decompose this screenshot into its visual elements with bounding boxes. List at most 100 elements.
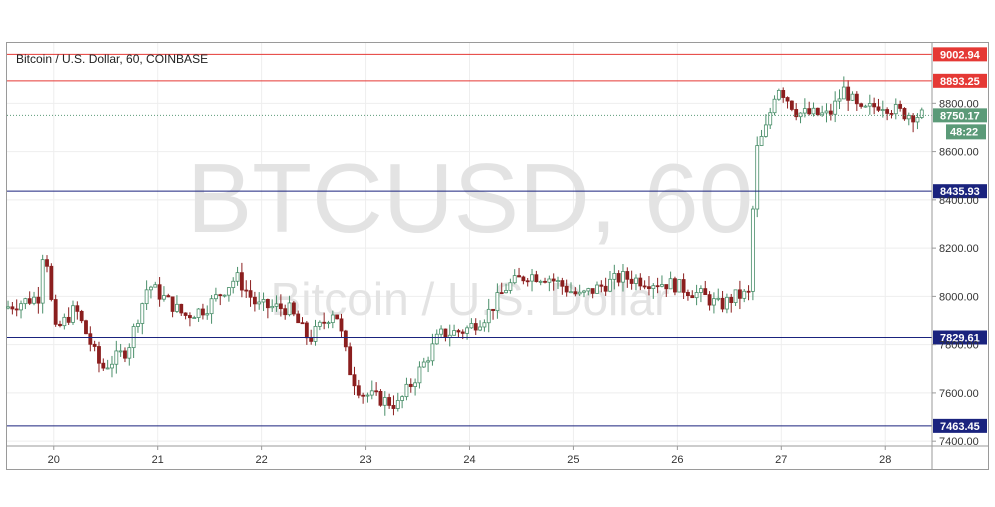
candle-up bbox=[763, 124, 768, 137]
x-tick-label: 24 bbox=[463, 454, 475, 466]
candle-up bbox=[759, 136, 764, 146]
candle-down bbox=[79, 310, 84, 322]
candle-down bbox=[387, 397, 392, 406]
candle-up bbox=[105, 367, 110, 370]
candle-up bbox=[326, 322, 331, 325]
candle-up bbox=[452, 330, 456, 336]
candle-down bbox=[911, 115, 916, 123]
candle-up bbox=[742, 290, 747, 299]
candle-up bbox=[32, 296, 36, 304]
candle-down bbox=[638, 277, 643, 287]
x-tick-label: 28 bbox=[879, 454, 891, 466]
y-tick-label: 7400.00 bbox=[939, 436, 979, 448]
candle-up bbox=[668, 278, 673, 290]
candle-up bbox=[222, 294, 227, 297]
candle-up bbox=[621, 271, 625, 283]
level-tag-label: 7463.45 bbox=[940, 421, 980, 433]
candle-up bbox=[213, 294, 218, 300]
level-tag bbox=[933, 184, 987, 199]
candle-down bbox=[625, 271, 630, 280]
candle-down bbox=[278, 303, 283, 310]
candle-up bbox=[863, 105, 868, 108]
candle-down bbox=[616, 273, 621, 283]
candle-down bbox=[300, 322, 305, 325]
candle-up bbox=[110, 363, 114, 369]
candle-down bbox=[460, 331, 465, 334]
candle-up bbox=[538, 280, 543, 283]
candle-up bbox=[802, 108, 807, 114]
candle-down bbox=[244, 289, 249, 292]
candle-up bbox=[841, 86, 846, 100]
candle-up bbox=[413, 382, 418, 387]
candle-up bbox=[530, 274, 534, 282]
candle-down bbox=[603, 285, 608, 292]
candle-up bbox=[577, 291, 582, 295]
candle-up bbox=[196, 308, 201, 318]
level-tag bbox=[933, 418, 987, 433]
candle-down bbox=[491, 308, 495, 312]
candle-up bbox=[382, 397, 387, 406]
candle-down bbox=[179, 303, 184, 314]
candle-up bbox=[149, 286, 153, 291]
watermark-symbol: BTCUSD, 60 bbox=[187, 143, 753, 253]
candle-down bbox=[239, 272, 244, 291]
candle-down bbox=[673, 278, 677, 293]
candle-down bbox=[815, 107, 820, 116]
y-tick-label: 8600.00 bbox=[939, 147, 979, 159]
candle-down bbox=[876, 106, 881, 111]
x-tick-label: 23 bbox=[359, 454, 371, 466]
y-tick-label: 8400.00 bbox=[939, 195, 979, 207]
candle-down bbox=[534, 274, 539, 283]
candle-down bbox=[854, 93, 859, 105]
candle-down bbox=[889, 113, 894, 115]
candle-up bbox=[595, 284, 599, 294]
candle-up bbox=[71, 305, 75, 323]
candle-down bbox=[97, 346, 101, 364]
candle-up bbox=[127, 347, 132, 359]
candle-up bbox=[694, 292, 699, 299]
candle-down bbox=[45, 259, 49, 267]
candle-up bbox=[699, 288, 703, 293]
candle-up bbox=[508, 282, 513, 291]
candle-up bbox=[330, 314, 335, 324]
candle-down bbox=[123, 350, 127, 359]
candle-down bbox=[590, 288, 595, 294]
candle-down bbox=[521, 276, 526, 282]
candle-down bbox=[517, 275, 521, 278]
candle-down bbox=[737, 289, 742, 299]
candle-up bbox=[226, 287, 231, 296]
candle-down bbox=[170, 296, 175, 312]
candle-up bbox=[711, 298, 716, 306]
candle-down bbox=[356, 385, 361, 396]
axes: 7400.00 7600.00 7800.00 8000.00 8200.00 8400.… bbox=[7, 43, 988, 469]
candle-up bbox=[486, 308, 491, 324]
candle-down bbox=[378, 390, 383, 406]
candle-up bbox=[144, 289, 149, 305]
x-tick-label: 27 bbox=[775, 454, 787, 466]
level-tag bbox=[933, 47, 987, 62]
candle-up bbox=[482, 322, 487, 328]
candle-up bbox=[205, 313, 210, 316]
candle-down bbox=[66, 316, 71, 323]
candle-up bbox=[118, 350, 123, 353]
y-tick-label: 7800.00 bbox=[939, 340, 979, 352]
candle-down bbox=[322, 321, 327, 324]
candle-up bbox=[608, 278, 612, 292]
y-tick-label: 7600.00 bbox=[939, 388, 979, 400]
candle-down bbox=[200, 308, 205, 316]
candle-up bbox=[430, 343, 435, 362]
countdown-tag bbox=[946, 124, 986, 140]
x-tick-label: 26 bbox=[671, 454, 683, 466]
candle-up bbox=[257, 301, 262, 305]
candle-down bbox=[361, 394, 366, 397]
candle-up bbox=[893, 104, 898, 115]
chart-title: Bitcoin / U.S. Dollar, 60, COINBASE bbox=[16, 52, 209, 66]
candle-down bbox=[183, 312, 188, 316]
candle-down bbox=[456, 330, 461, 333]
candle-up bbox=[880, 109, 885, 111]
candle-down bbox=[101, 362, 106, 369]
candle-up bbox=[776, 90, 781, 100]
candle-up bbox=[833, 100, 838, 115]
candle-up bbox=[6, 306, 10, 309]
